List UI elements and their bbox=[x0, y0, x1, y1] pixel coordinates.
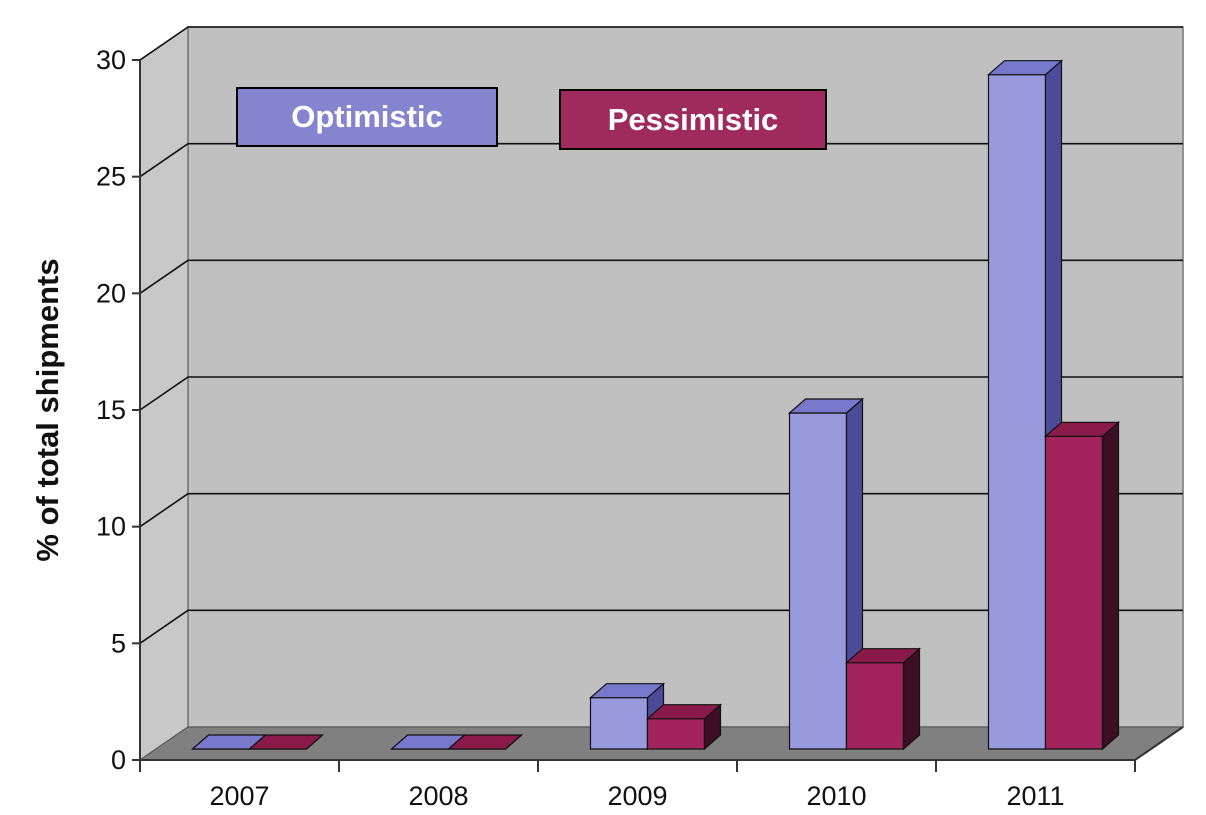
y-tick-label: 5 bbox=[111, 628, 126, 658]
bar-pessimistic-2011-side bbox=[1101, 421, 1120, 751]
bar-optimistic-2010-front bbox=[788, 412, 848, 750]
gridline bbox=[139, 26, 1183, 61]
y-tick-label: 20 bbox=[96, 278, 126, 308]
bar-optimistic-2011-top bbox=[986, 60, 1064, 76]
bar-optimistic-2009-front bbox=[589, 697, 649, 750]
x-axis-depth-line bbox=[1134, 726, 1184, 761]
gridline bbox=[139, 376, 1183, 411]
bar-optimistic-2009-top bbox=[588, 683, 666, 699]
y-tick-label: 10 bbox=[96, 512, 126, 542]
x-tick-label: 2010 bbox=[806, 781, 866, 811]
y-tick-label: 0 bbox=[111, 745, 126, 775]
bar-optimistic-2011-front bbox=[987, 74, 1047, 750]
x-tick-label: 2008 bbox=[408, 781, 468, 811]
bar-pessimistic-2009-front bbox=[646, 718, 706, 750]
y-tick-label: 25 bbox=[96, 162, 126, 192]
x-tick-label: 2009 bbox=[607, 781, 667, 811]
bar-pessimistic-2010-front bbox=[845, 662, 905, 750]
bar-pessimistic-2010-side bbox=[902, 647, 921, 751]
y-axis-label: % of total shipments bbox=[30, 258, 65, 561]
bar-pessimistic-2011-top bbox=[1043, 421, 1121, 437]
x-tick-label: 2011 bbox=[1006, 781, 1064, 811]
bar-pessimistic-2009-top bbox=[645, 704, 723, 720]
bar-pessimistic-2010-top bbox=[844, 648, 922, 664]
y-tick-label: 30 bbox=[96, 45, 126, 75]
y-tick-label: 15 bbox=[96, 395, 126, 425]
bar-pessimistic-2008-top bbox=[446, 734, 524, 750]
legend-optimistic: Optimistic bbox=[236, 87, 498, 147]
bar-optimistic-2010-top bbox=[787, 398, 865, 414]
bar-pessimistic-2011-front bbox=[1044, 435, 1104, 750]
x-tick-label: 2007 bbox=[209, 781, 269, 811]
gridline bbox=[139, 259, 1183, 294]
gridline bbox=[139, 142, 1183, 178]
bar-pessimistic-2007-top bbox=[247, 734, 325, 750]
legend-pessimistic: Pessimistic bbox=[559, 89, 827, 150]
